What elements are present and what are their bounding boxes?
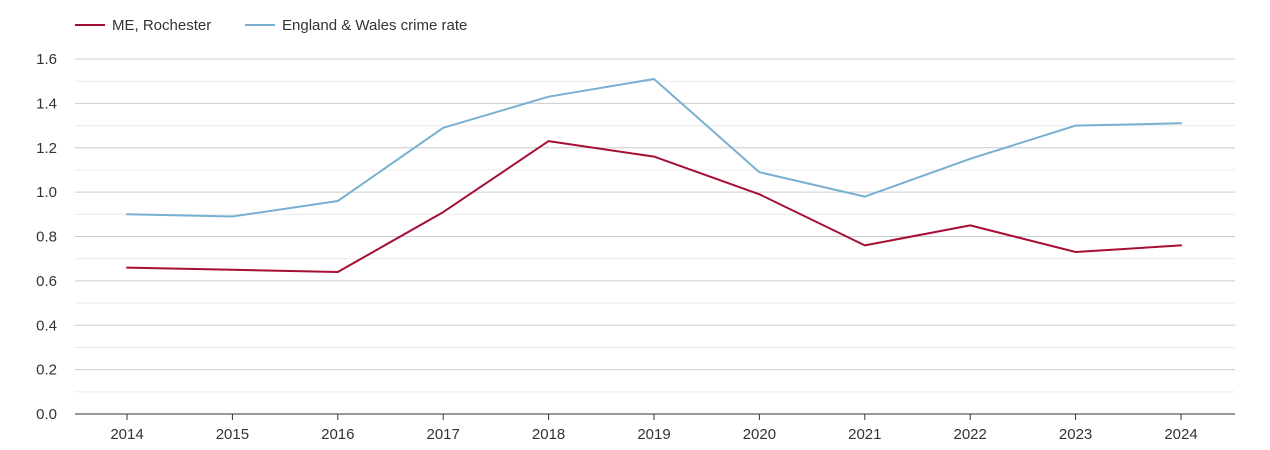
x-tick-label: 2018 <box>532 426 565 443</box>
x-tick-label: 2022 <box>954 426 987 443</box>
x-tick-label: 2023 <box>1059 426 1092 443</box>
y-axis: 0.0 0.2 0.4 0.6 0.8 1.0 1.2 1.4 1.6 <box>36 51 57 423</box>
y-tick-label: 0.2 <box>36 362 57 379</box>
legend: ME, Rochester England & Wales crime rate <box>75 17 467 34</box>
series-line-1 <box>126 78 1182 218</box>
y-tick-label: 0.8 <box>36 229 57 246</box>
x-tick-label: 2020 <box>743 426 776 443</box>
legend-label: England & Wales crime rate <box>282 17 467 34</box>
x-tick-label: 2015 <box>216 426 249 443</box>
x-tick-label: 2016 <box>321 426 354 443</box>
x-tick-label: 2019 <box>637 426 670 443</box>
legend-label: ME, Rochester <box>112 17 211 34</box>
series-line-0 <box>126 140 1182 273</box>
series-layer <box>126 78 1182 273</box>
y-tick-label: 0.0 <box>36 406 57 423</box>
y-tick-label: 1.6 <box>36 51 57 68</box>
gridlines <box>75 58 1235 393</box>
x-axis: 2014 2015 2016 2017 2018 2019 2020 2021 2022 2023… <box>75 413 1235 443</box>
x-tick-label: 2021 <box>848 426 881 443</box>
y-tick-label: 0.6 <box>36 273 57 290</box>
x-tick-label: 2017 <box>427 426 460 443</box>
y-tick-label: 1.0 <box>36 184 57 201</box>
x-tick-label: 2014 <box>110 426 143 443</box>
y-tick-label: 1.2 <box>36 140 57 157</box>
y-tick-label: 0.4 <box>36 317 57 334</box>
y-tick-label: 1.4 <box>36 95 57 112</box>
x-tick-label: 2024 <box>1164 426 1197 443</box>
